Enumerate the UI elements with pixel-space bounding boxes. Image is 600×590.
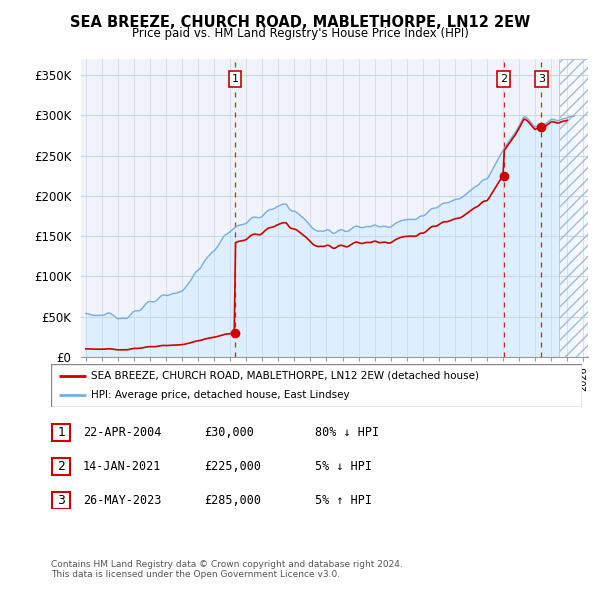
Text: 1: 1: [57, 426, 65, 440]
Text: £225,000: £225,000: [204, 460, 261, 473]
Text: HPI: Average price, detached house, East Lindsey: HPI: Average price, detached house, East…: [91, 391, 349, 401]
Text: 2: 2: [500, 74, 507, 84]
Text: 14-JAN-2021: 14-JAN-2021: [83, 460, 161, 473]
Text: Price paid vs. HM Land Registry's House Price Index (HPI): Price paid vs. HM Land Registry's House …: [131, 27, 469, 40]
Text: 5% ↓ HPI: 5% ↓ HPI: [315, 460, 372, 473]
Text: 3: 3: [538, 74, 545, 84]
Text: 2: 2: [57, 460, 65, 473]
Text: £285,000: £285,000: [204, 493, 261, 507]
Text: 3: 3: [57, 493, 65, 507]
Text: 22-APR-2004: 22-APR-2004: [83, 426, 161, 440]
Text: 26-MAY-2023: 26-MAY-2023: [83, 493, 161, 507]
Text: 5% ↑ HPI: 5% ↑ HPI: [315, 493, 372, 507]
Text: SEA BREEZE, CHURCH ROAD, MABLETHORPE, LN12 2EW: SEA BREEZE, CHURCH ROAD, MABLETHORPE, LN…: [70, 15, 530, 30]
Polygon shape: [559, 59, 588, 357]
Text: 80% ↓ HPI: 80% ↓ HPI: [315, 426, 379, 440]
Text: 1: 1: [232, 74, 239, 84]
Text: £30,000: £30,000: [204, 426, 254, 440]
Text: Contains HM Land Registry data © Crown copyright and database right 2024.
This d: Contains HM Land Registry data © Crown c…: [51, 560, 403, 579]
Text: SEA BREEZE, CHURCH ROAD, MABLETHORPE, LN12 2EW (detached house): SEA BREEZE, CHURCH ROAD, MABLETHORPE, LN…: [91, 371, 479, 381]
